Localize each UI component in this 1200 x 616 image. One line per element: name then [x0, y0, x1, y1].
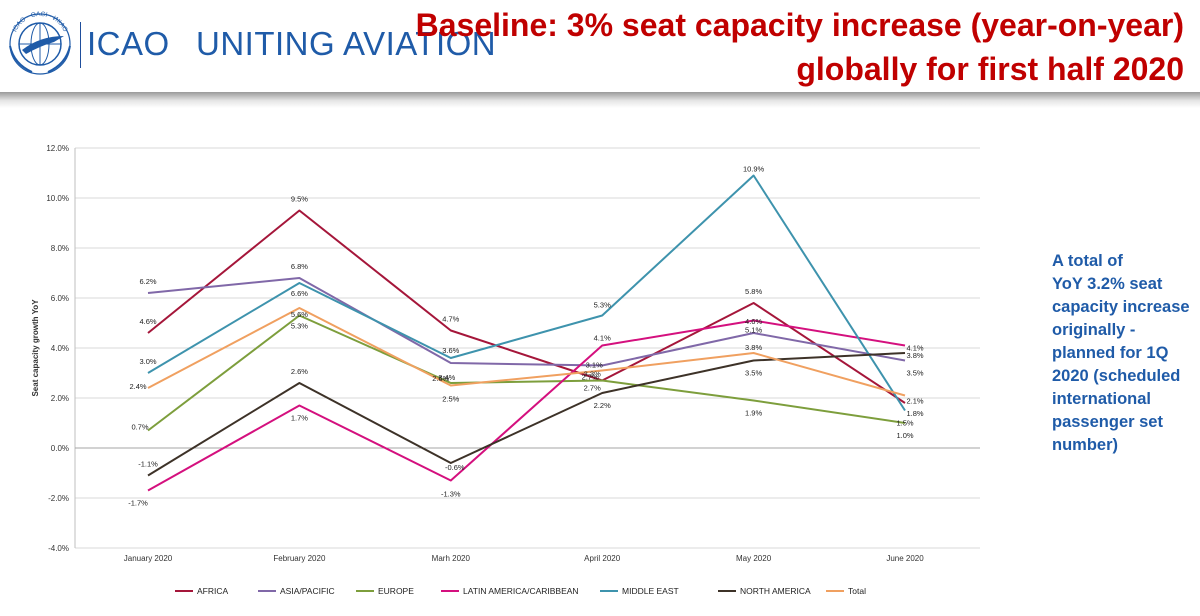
- legend-label: AFRICA: [197, 586, 229, 596]
- x-tick-label: January 2020: [124, 554, 173, 563]
- data-label: 9.5%: [291, 195, 308, 204]
- data-label: 2.1%: [906, 397, 923, 406]
- data-label: 3.5%: [906, 369, 923, 378]
- data-label: 0.7%: [131, 423, 148, 432]
- data-label: 3.6%: [442, 346, 459, 355]
- data-label: -1.1%: [138, 460, 158, 469]
- data-label: 3.4%: [438, 373, 455, 382]
- legend-label: Total: [848, 586, 866, 596]
- legend-label: MIDDLE EAST: [622, 586, 679, 596]
- data-label: 6.6%: [291, 289, 308, 298]
- data-label: 5.1%: [745, 326, 762, 335]
- logo-text: ICAO: [87, 25, 170, 62]
- data-label: 2.5%: [442, 395, 459, 404]
- title-line-2: globally for first half 2020: [796, 51, 1184, 87]
- series-line-middle-east: [147, 174, 906, 412]
- y-tick-label: 0.0%: [51, 444, 69, 453]
- data-label: 1.9%: [745, 409, 762, 418]
- side-note-line: originally -: [1052, 321, 1136, 339]
- legend-label: ASIA/PACIFIC: [280, 586, 335, 596]
- data-label: 2.4%: [129, 382, 146, 391]
- data-label: 1.0%: [896, 431, 913, 440]
- data-label: 4.1%: [906, 344, 923, 353]
- y-tick-label: -4.0%: [48, 544, 69, 553]
- y-tick-label: 2.0%: [51, 394, 69, 403]
- y-tick-label: 6.0%: [51, 294, 69, 303]
- series-line-europe: [147, 314, 906, 432]
- data-label: 4.7%: [442, 315, 459, 324]
- data-label: 3.5%: [745, 369, 762, 378]
- x-tick-label: February 2020: [273, 554, 326, 563]
- data-label: -0.6%: [445, 463, 465, 472]
- data-label: 2.2%: [594, 401, 611, 410]
- data-label: 4.6%: [139, 317, 156, 326]
- data-label: 2.7%: [582, 373, 599, 382]
- legend-label: EUROPE: [378, 586, 414, 596]
- side-note-line: number): [1052, 436, 1118, 454]
- data-label: 5.3%: [594, 301, 611, 310]
- data-label: 3.1%: [586, 361, 603, 370]
- data-label: 6.2%: [139, 277, 156, 286]
- y-tick-label: 4.0%: [51, 344, 69, 353]
- series-line-africa: [147, 209, 906, 404]
- data-label: 6.8%: [291, 262, 308, 271]
- legend-label: LATIN AMERICA/CARIBBEAN: [463, 586, 579, 596]
- series-line-total: [147, 307, 906, 397]
- data-label: 2.7%: [584, 384, 601, 393]
- y-tick-label: 10.0%: [46, 194, 69, 203]
- legend-label: NORTH AMERICA: [740, 586, 811, 596]
- data-label: 1.5%: [896, 419, 913, 428]
- slide-header: ICAO · OACI · ИКАО ICAO UNITING AVIATION…: [0, 0, 1200, 92]
- slide-title: Baseline: 3% seat capacity increase (yea…: [416, 3, 1184, 91]
- data-label: 4.6%: [745, 317, 762, 326]
- data-label: 3.8%: [906, 351, 923, 360]
- data-label: 4.1%: [594, 334, 611, 343]
- data-label: 3.3%: [584, 370, 601, 379]
- data-label: 2.6%: [432, 374, 449, 383]
- side-note: A total of YoY 3.2% seat capacity increase…: [1052, 250, 1192, 457]
- data-label: 3.8%: [745, 343, 762, 352]
- y-tick-label: 12.0%: [46, 144, 69, 153]
- icao-emblem-icon: ICAO · OACI · ИКАО: [9, 11, 71, 75]
- data-label: 3.0%: [139, 357, 156, 366]
- x-tick-label: April 2020: [584, 554, 621, 563]
- y-tick-label: -2.0%: [48, 494, 69, 503]
- data-label: 10.9%: [743, 165, 765, 174]
- data-label: 5.6%: [291, 310, 308, 319]
- title-line-1: Baseline: 3% seat capacity increase (yea…: [415, 7, 1184, 43]
- data-label: 5.3%: [291, 322, 308, 331]
- side-note-line: passenger set: [1052, 413, 1163, 431]
- side-note-line: 2020 (scheduled: [1052, 367, 1181, 385]
- logo-divider: [80, 22, 81, 68]
- side-note-line: A total of: [1052, 252, 1123, 270]
- slogan: UNITING AVIATION: [196, 25, 497, 62]
- data-label: -1.3%: [441, 490, 461, 499]
- series-line-latin-america-caribbean: [147, 319, 906, 492]
- side-note-line: YoY 3.2% seat: [1052, 275, 1163, 293]
- data-label: 1.8%: [906, 409, 923, 418]
- series-line-asia-pacific: [147, 277, 906, 367]
- x-tick-label: May 2020: [736, 554, 772, 563]
- data-label: 1.7%: [291, 414, 308, 423]
- data-label: 5.8%: [745, 287, 762, 296]
- x-tick-label: June 2020: [886, 554, 924, 563]
- side-note-line: capacity increase: [1052, 298, 1190, 316]
- x-tick-label: Marh 2020: [432, 554, 471, 563]
- header-shadow: [0, 92, 1200, 108]
- data-label: 2.6%: [291, 367, 308, 376]
- y-axis-title: Seat capacity growth YoY: [31, 299, 40, 397]
- y-tick-label: 8.0%: [51, 244, 69, 253]
- data-label: -1.7%: [128, 499, 148, 508]
- side-note-line: international: [1052, 390, 1152, 408]
- seat-capacity-line-chart: -4.0% -2.0% 0.0% 2.0% 4.0% 6.0% 8.0% 10.0% 12.0%…: [31, 144, 980, 596]
- side-note-line: planned for 1Q: [1052, 344, 1169, 362]
